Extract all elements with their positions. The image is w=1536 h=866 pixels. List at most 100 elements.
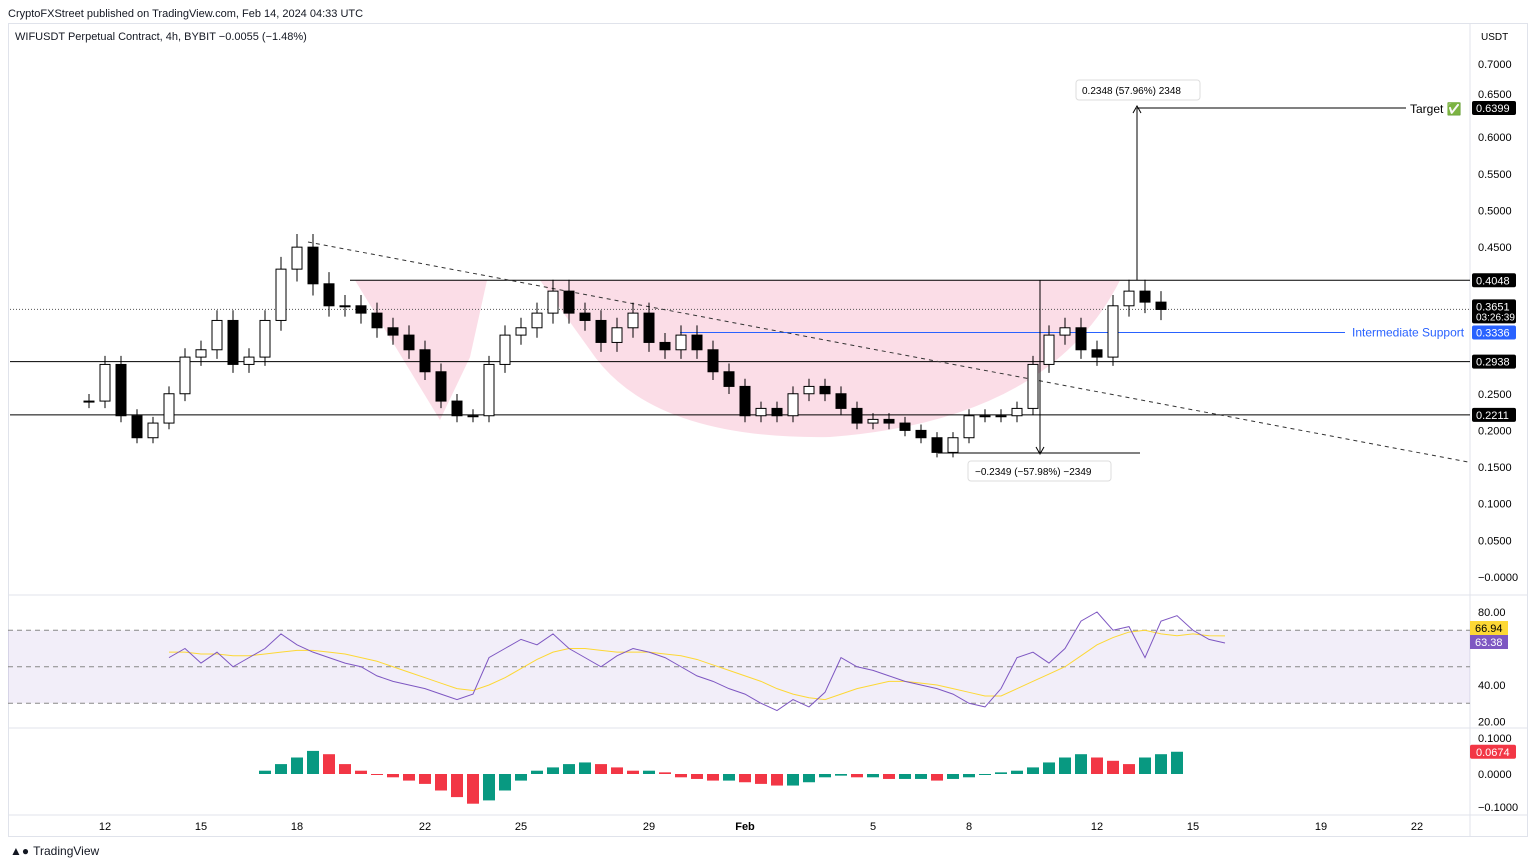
arrow-up-icon: [1132, 104, 1142, 114]
candle-up: [547, 290, 559, 314]
ao-bar: [1059, 757, 1071, 774]
publish-info: CryptoFXStreet published on TradingView.…: [8, 8, 364, 20]
candle-down: [835, 393, 847, 409]
measure-up-label: 0.2348 (57.96%) 2348: [1082, 86, 1181, 97]
candle-down: [819, 385, 831, 395]
candle-down: [723, 371, 735, 387]
symbol-legend[interactable]: WIFUSDT Perpetual Contract, 4h, BYBIT −0…: [15, 31, 307, 43]
countdown-label: 03:26:39: [1476, 312, 1515, 323]
ao-bar: [579, 762, 591, 774]
candle-up: [483, 363, 495, 417]
candle-up: [1043, 334, 1055, 365]
price-tick: 0.4500: [1478, 242, 1512, 254]
ao-bar: [339, 764, 351, 774]
ao-bar: [563, 764, 575, 774]
ao-bar: [1027, 767, 1039, 774]
ao-bar: [691, 774, 703, 779]
x-tick: 12: [1091, 821, 1103, 833]
ao-bar: [819, 774, 831, 778]
price-label: 0.6399: [1476, 103, 1510, 115]
candle-down: [899, 422, 911, 431]
ao-bar: [1123, 764, 1135, 774]
price-tick: 0.2500: [1478, 389, 1512, 401]
support-label: Intermediate Support: [1352, 325, 1465, 339]
ao-tick: 0.1000: [1478, 733, 1512, 745]
candle-down: [307, 246, 319, 285]
ao-bar: [1043, 762, 1055, 774]
price-tick: 0.5500: [1478, 169, 1512, 181]
x-tick: Feb: [735, 821, 755, 833]
candle-down: [595, 319, 607, 343]
rsi-badge: [1470, 635, 1508, 649]
candle-down: [931, 437, 943, 453]
x-tick: 5: [870, 821, 876, 833]
candle-down: [563, 290, 575, 314]
ao-bar: [531, 770, 543, 774]
ao-bar: [963, 774, 975, 778]
ao-tick: −0.1000: [1478, 802, 1518, 814]
candle-up: [755, 407, 767, 417]
ao-bar: [611, 767, 623, 774]
candle-down: [643, 312, 655, 343]
price-label-badge: [1472, 299, 1516, 324]
ao-bar: [947, 774, 959, 779]
candle-down: [227, 319, 239, 365]
price-tick: 0.7000: [1478, 59, 1512, 71]
candle-down: [115, 363, 127, 417]
price-label-badge: [1472, 100, 1516, 115]
ao-value: 0.0674: [1476, 747, 1510, 759]
ao-bar: [979, 774, 991, 775]
x-tick: 22: [1411, 821, 1423, 833]
ao-bar: [483, 774, 495, 801]
arrow-down-icon: [1035, 446, 1045, 456]
candle-down: [451, 400, 463, 417]
ao-bar: [307, 750, 319, 774]
candle-up: [291, 246, 303, 270]
candle-up: [867, 418, 879, 424]
candle-up: [179, 356, 191, 395]
candle-up: [147, 422, 159, 439]
ao-bar: [851, 774, 863, 778]
candle-down: [915, 429, 927, 439]
candle-up: [339, 305, 351, 308]
candle-up: [531, 312, 543, 329]
candle-down: [403, 334, 415, 351]
tradingview-logo[interactable]: ▲● TradingView: [10, 844, 99, 858]
ao-bar: [1075, 754, 1087, 774]
candle-down: [419, 349, 431, 373]
candle-down: [851, 407, 863, 424]
candle-down: [579, 312, 591, 321]
candle-up: [499, 334, 511, 365]
ao-bar: [931, 774, 943, 781]
rsi-line: [168, 611, 1226, 712]
price-tick: 0.6000: [1478, 132, 1512, 144]
candle-up: [259, 319, 271, 358]
price-tick: 0.2000: [1478, 425, 1512, 437]
ao-bar: [643, 770, 655, 774]
candle-down: [739, 385, 751, 417]
logo-text: TradingView: [33, 844, 100, 858]
rsi-tick: 20.00: [1478, 717, 1506, 729]
candle-up: [99, 363, 111, 402]
ao-bar: [755, 774, 767, 784]
candle-up: [627, 312, 639, 329]
ao-bar: [371, 774, 383, 775]
ao-bar: [323, 754, 335, 774]
ao-bar: [915, 774, 927, 779]
price-label-badge: [1472, 325, 1516, 340]
candle-down: [371, 312, 383, 329]
candle-up: [963, 415, 975, 439]
price-tick: 0.6500: [1478, 89, 1512, 101]
currency-label: USDT: [1481, 32, 1508, 43]
candle-up: [803, 385, 815, 395]
rsi-tick: 40.00: [1478, 680, 1506, 692]
ao-bar: [515, 774, 527, 781]
ao-bar: [1011, 770, 1023, 774]
ao-bar: [547, 767, 559, 774]
candle-up: [243, 356, 255, 365]
candle-up: [1123, 290, 1135, 307]
x-tick: 8: [966, 821, 972, 833]
candle-down: [355, 305, 367, 314]
candle-up: [211, 319, 223, 351]
